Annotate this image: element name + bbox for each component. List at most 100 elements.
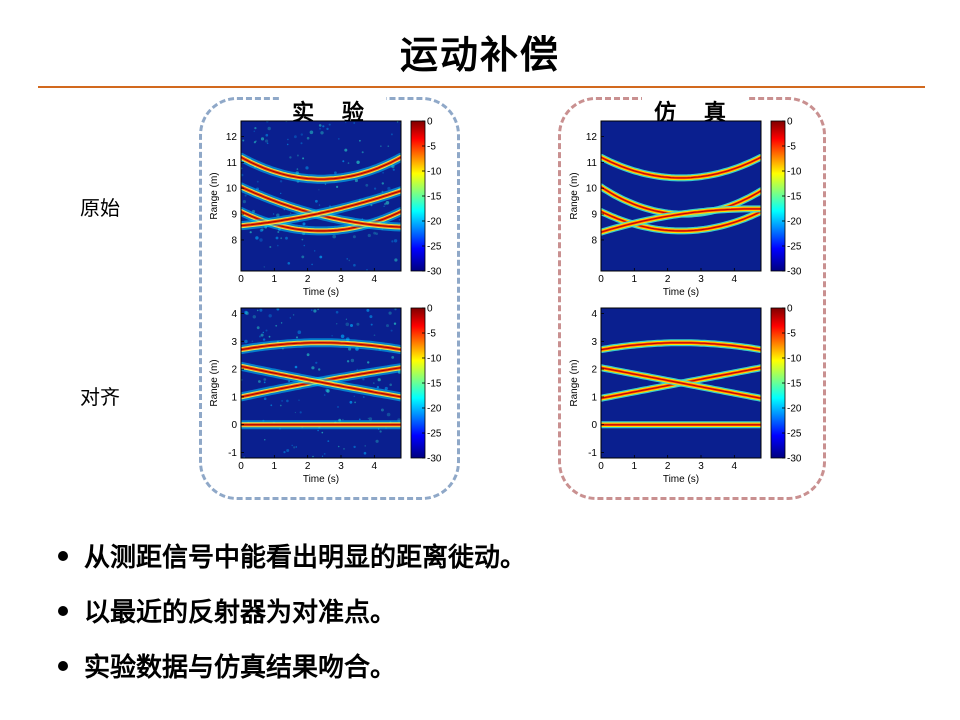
noise-speckle <box>350 324 353 327</box>
noise-speckle <box>386 412 391 417</box>
noise-speckle <box>272 213 275 215</box>
plot-frame <box>600 307 762 459</box>
noise-speckle <box>345 121 347 123</box>
colorbar-tick-label: -5 <box>787 142 796 153</box>
noise-speckle <box>270 404 273 407</box>
y-tick-label: 9 <box>231 210 237 221</box>
x-tick-label: 4 <box>372 461 378 472</box>
y-tick-label: 0 <box>231 420 237 431</box>
noise-speckle <box>332 234 336 239</box>
noise-speckle <box>377 378 381 382</box>
x-tick-label: 3 <box>338 461 344 472</box>
noise-speckle <box>317 308 319 311</box>
noise-speckle <box>343 448 345 450</box>
colorbar-tick-label: -30 <box>427 267 442 278</box>
noise-speckle <box>260 333 264 337</box>
noise-speckle <box>393 322 397 325</box>
y-tick-label: 2 <box>591 365 597 376</box>
y-tick-label: 11 <box>227 158 238 169</box>
x-tick-label: 3 <box>698 461 704 472</box>
noise-speckle <box>262 331 264 334</box>
noise-speckle <box>322 125 325 128</box>
bullet-item: 以最近的反射器为对准点。 <box>58 595 526 631</box>
noise-speckle <box>291 444 293 447</box>
y-tick-label: 0 <box>591 420 597 431</box>
bullet-item: 从测距信号中能看出明显的距离徙动。 <box>58 540 526 576</box>
y-tick-label: 1 <box>591 392 597 403</box>
noise-speckle <box>353 122 356 124</box>
noise-speckle <box>298 399 300 401</box>
bullet-text: 实验数据与仿真结果吻合。 <box>84 653 397 683</box>
noise-speckle <box>297 330 302 334</box>
noise-speckle <box>244 194 247 197</box>
noise-speckle <box>376 386 380 389</box>
noise-speckle <box>309 130 314 135</box>
y-tick-label: 2 <box>231 365 237 376</box>
plot-exp-raw: 0 1 2 3 4 8 9 10 11 12 Time (s) Range (m) 0 -5 -10 -15-… <box>205 115 445 309</box>
x-axis-label: Time (s) <box>303 287 339 298</box>
noise-speckle <box>256 180 259 183</box>
noise-speckle <box>363 396 365 398</box>
colorbar-tick-label: -20 <box>427 217 442 228</box>
noise-speckle <box>379 430 382 433</box>
range-curve-0 <box>241 156 401 180</box>
noise-speckle <box>380 145 382 147</box>
bullet-dot-icon <box>58 550 68 561</box>
colorbar-tick-label: -15 <box>787 379 802 390</box>
noise-speckle <box>366 269 368 271</box>
bullet-dot-icon <box>58 605 68 616</box>
noise-speckle <box>345 322 350 327</box>
noise-speckle <box>311 263 313 266</box>
noise-speckle <box>268 335 271 338</box>
noise-speckle <box>245 311 249 316</box>
noise-speckle <box>353 263 356 267</box>
noise-speckle <box>349 400 353 404</box>
noise-speckle <box>265 139 269 143</box>
noise-speckle <box>286 399 289 403</box>
noise-speckle <box>369 315 373 319</box>
x-tick-label: 0 <box>238 274 244 285</box>
noise-speckle <box>302 157 305 160</box>
noise-speckle <box>384 202 387 206</box>
noise-speckle <box>305 166 309 170</box>
noise-speckle <box>391 356 395 359</box>
noise-speckle <box>352 235 356 239</box>
noise-speckle <box>243 456 245 458</box>
x-axis-label: Time (s) <box>663 287 699 298</box>
noise-speckle <box>296 168 299 170</box>
noise-speckle <box>318 204 321 206</box>
colorbar-tick-label: -30 <box>787 267 802 278</box>
noise-speckle <box>275 236 279 240</box>
colorbar-tick-label: -10 <box>427 167 442 178</box>
noise-speckle <box>361 151 364 154</box>
plot-background <box>601 121 761 271</box>
range-curve-0 <box>601 342 761 351</box>
noise-speckle <box>265 329 268 332</box>
y-axis-label: Range (m) <box>569 172 580 219</box>
noise-speckle <box>294 411 296 414</box>
noise-speckle <box>296 336 298 339</box>
x-tick-label: 1 <box>632 274 638 285</box>
noise-speckle <box>335 310 339 314</box>
colorbar-tick-label: 0 <box>787 117 793 128</box>
colorbar-tick-label: -15 <box>427 379 442 390</box>
noise-speckle <box>294 135 297 139</box>
x-tick-label: 2 <box>665 461 671 472</box>
noise-speckle <box>331 335 333 337</box>
noise-speckle <box>303 244 306 247</box>
noise-speckle <box>286 449 290 452</box>
noise-speckle <box>345 318 347 320</box>
noise-speckle <box>244 310 248 315</box>
noise-speckle <box>255 236 259 240</box>
noise-speckle <box>323 453 326 455</box>
noise-speckle <box>390 133 393 136</box>
noise-speckle <box>359 139 361 142</box>
noise-speckle <box>389 383 392 387</box>
noise-speckle <box>392 168 395 171</box>
noise-speckle <box>383 205 385 207</box>
colorbar-tick-label: 0 <box>427 304 433 315</box>
noise-speckle <box>275 324 278 327</box>
x-tick-label: 4 <box>732 274 738 285</box>
y-tick-label: 8 <box>591 235 597 246</box>
y-tick-label: 12 <box>226 132 238 143</box>
